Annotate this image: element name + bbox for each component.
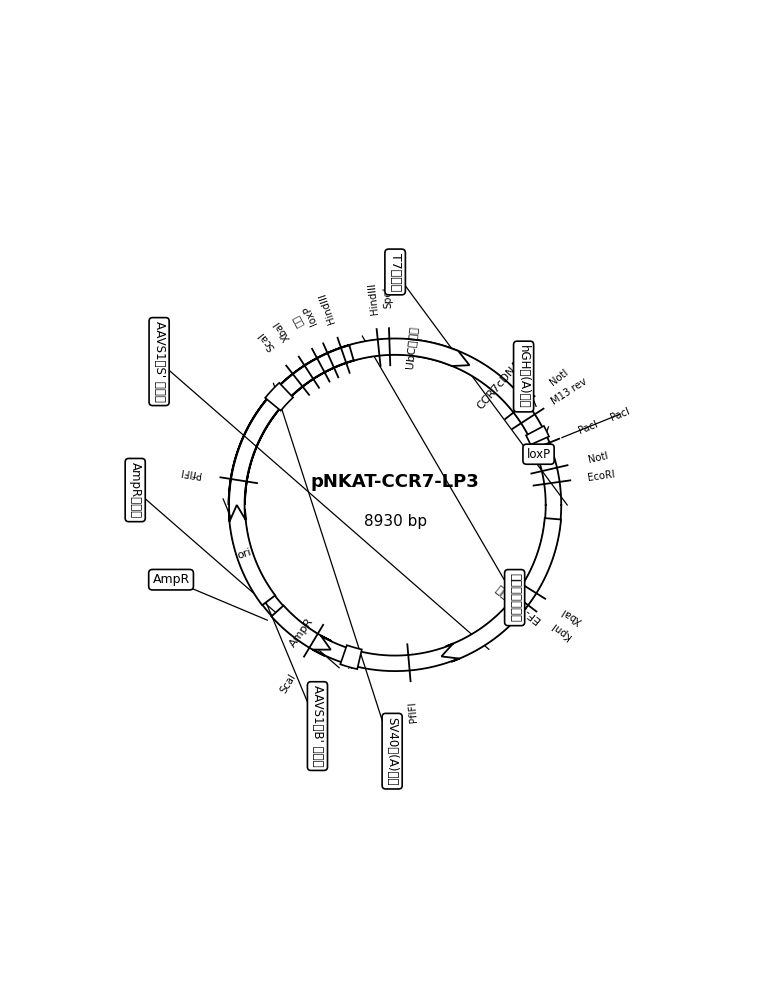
Polygon shape <box>526 426 549 445</box>
Text: pNKAT-CCR7-LP3: pNKAT-CCR7-LP3 <box>311 473 480 491</box>
Text: XbaI: XbaI <box>560 605 584 625</box>
Text: AmpR: AmpR <box>288 617 316 649</box>
Text: HindIII: HindIII <box>367 282 380 315</box>
Text: AAVS1的B' 同源臂: AAVS1的B' 同源臂 <box>311 685 324 767</box>
Text: HindIII: HindIII <box>318 292 338 325</box>
Text: AAVS1的S' 同源臂: AAVS1的S' 同源臂 <box>153 321 166 402</box>
Text: EcoRI: EcoRI <box>587 469 615 483</box>
Text: loxP: loxP <box>301 304 319 326</box>
Polygon shape <box>416 340 553 461</box>
Polygon shape <box>265 383 293 411</box>
Text: loxP: loxP <box>527 448 550 461</box>
Text: KpnI: KpnI <box>550 620 573 641</box>
Text: ...: ... <box>346 661 357 671</box>
Text: 霍霉素抗性基因: 霍霉素抗性基因 <box>508 573 521 622</box>
Text: PflFI: PflFI <box>179 466 201 479</box>
Text: ori: ori <box>236 547 253 561</box>
Text: T7启动子: T7启动子 <box>389 253 402 291</box>
Text: AmpR启动子: AmpR启动子 <box>129 462 142 518</box>
Polygon shape <box>229 339 470 505</box>
Text: PflFI: PflFI <box>407 701 419 723</box>
Text: hGH聚(A)信号: hGH聚(A)信号 <box>517 345 530 408</box>
Text: SV40聚(A)信号: SV40聚(A)信号 <box>386 717 399 785</box>
Text: 8930 bp: 8930 bp <box>364 514 426 529</box>
Text: ScaI: ScaI <box>257 330 278 352</box>
Text: M13 rev: M13 rev <box>550 377 589 407</box>
Text: PacI: PacI <box>609 406 631 423</box>
Text: 信号: 信号 <box>291 314 305 329</box>
Polygon shape <box>442 518 561 662</box>
Polygon shape <box>340 645 362 669</box>
Text: UbC启动子: UbC启动子 <box>405 326 419 369</box>
Text: SpeI: SpeI <box>382 286 393 308</box>
Text: CCR7cDNA: CCR7cDNA <box>475 359 523 412</box>
Text: AmpR: AmpR <box>153 573 190 586</box>
Text: NotI: NotI <box>548 367 570 387</box>
Text: XbaI: XbaI <box>271 319 292 343</box>
Text: EF-1a 启动子: EF-1a 启动子 <box>493 584 543 626</box>
Text: NotI: NotI <box>587 451 609 465</box>
Text: PacI: PacI <box>577 419 599 435</box>
Polygon shape <box>271 605 332 656</box>
Text: ScaI: ScaI <box>278 672 298 695</box>
Polygon shape <box>229 505 275 605</box>
